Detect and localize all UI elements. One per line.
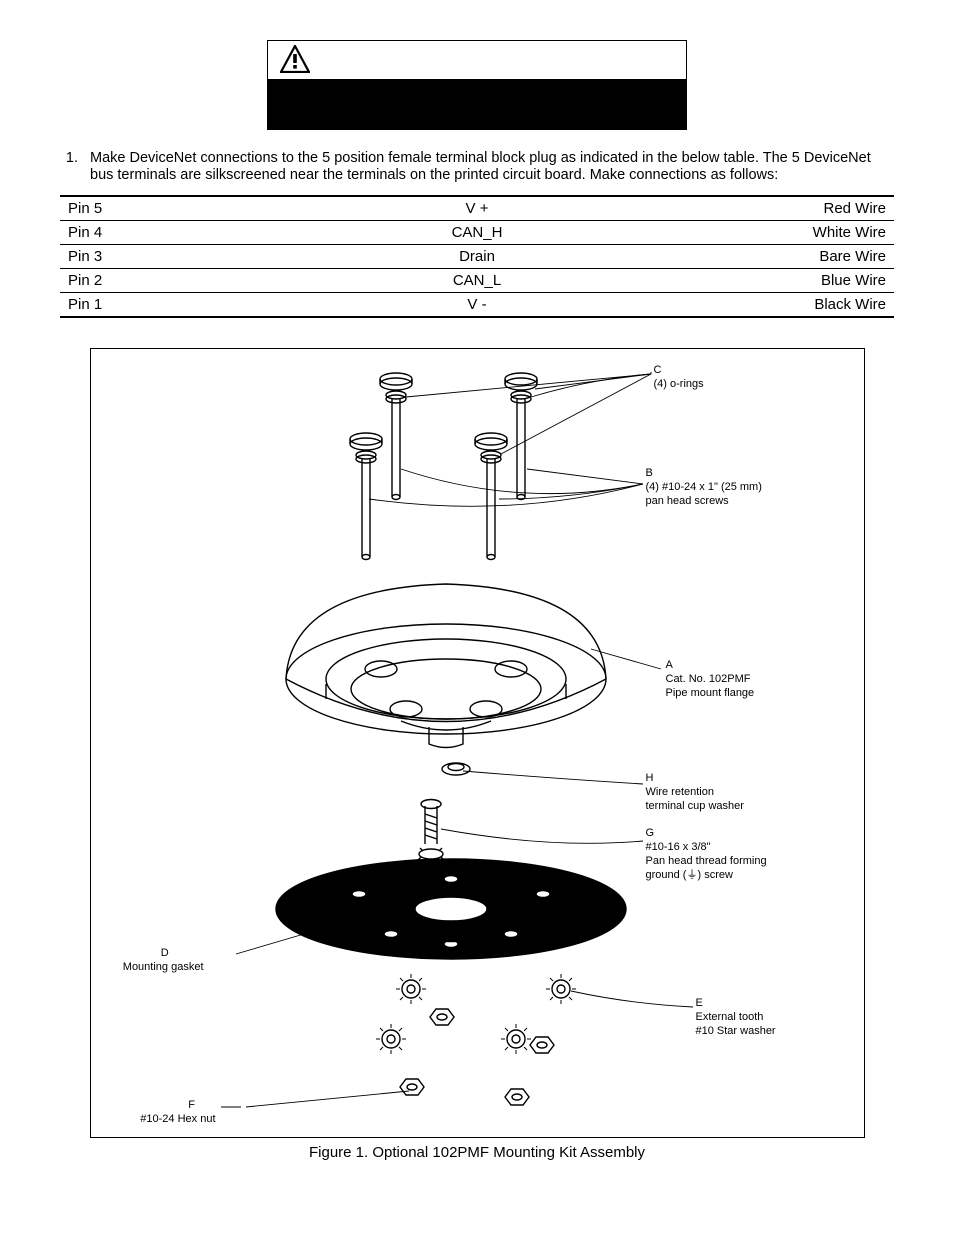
warning-body — [268, 79, 686, 129]
wire-cell: White Wire — [686, 221, 895, 245]
signal-cell: CAN_H — [269, 221, 686, 245]
callout-letter: A — [666, 659, 755, 673]
instruction-item: 1. Make DeviceNet connections to the 5 p… — [60, 150, 894, 183]
callout-text: #10-16 x 3/8" Pan head thread forming gr… — [646, 841, 767, 881]
callout-letter: C — [654, 364, 704, 378]
instruction-text: Make DeviceNet connections to the 5 posi… — [90, 150, 894, 183]
callout-letter: G — [646, 827, 767, 841]
table-row: Pin 5 V + Red Wire — [60, 196, 894, 221]
signal-cell: V - — [269, 293, 686, 318]
pin-cell: Pin 5 — [60, 196, 269, 221]
callout-text: Wire retention terminal cup washer — [646, 786, 744, 812]
wire-cell: Red Wire — [686, 196, 895, 221]
figure-frame: C (4) o-rings B (4) #10-24 x 1" (25 mm) … — [90, 348, 865, 1138]
callout-text: Mounting gasket — [123, 961, 204, 973]
wire-cell: Black Wire — [686, 293, 895, 318]
callout-text: (4) o-rings — [654, 378, 704, 390]
table-row: Pin 4 CAN_H White Wire — [60, 221, 894, 245]
callout-f: F #10-24 Hex nut — [140, 1099, 215, 1127]
pin-table-body: Pin 5 V + Red Wire Pin 4 CAN_H White Wir… — [60, 196, 894, 317]
wire-cell: Blue Wire — [686, 269, 895, 293]
callout-d: D Mounting gasket — [123, 947, 204, 975]
callout-b: B (4) #10-24 x 1" (25 mm) pan head screw… — [646, 467, 762, 508]
wire-cell: Bare Wire — [686, 245, 895, 269]
table-row: Pin 3 Drain Bare Wire — [60, 245, 894, 269]
callout-a: A Cat. No. 102PMF Pipe mount flange — [666, 659, 755, 700]
callout-letter: H — [646, 772, 744, 786]
callout-text: Cat. No. 102PMF Pipe mount flange — [666, 673, 755, 699]
callout-c: C (4) o-rings — [654, 364, 704, 392]
table-row: Pin 1 V - Black Wire — [60, 293, 894, 318]
pin-table: Pin 5 V + Red Wire Pin 4 CAN_H White Wir… — [60, 195, 894, 318]
callout-e: E External tooth #10 Star washer — [696, 997, 776, 1038]
callout-text: External tooth #10 Star washer — [696, 1011, 776, 1037]
signal-cell: V + — [269, 196, 686, 221]
signal-cell: Drain — [269, 245, 686, 269]
callout-letter: D — [161, 947, 204, 961]
figure-caption: Figure 1. Optional 102PMF Mounting Kit A… — [60, 1144, 894, 1161]
pin-cell: Pin 2 — [60, 269, 269, 293]
callout-g: G #10-16 x 3/8" Pan head thread forming … — [646, 827, 767, 882]
pin-cell: Pin 1 — [60, 293, 269, 318]
warning-box — [267, 40, 687, 130]
warning-triangle-icon — [280, 45, 310, 73]
callout-text: #10-24 Hex nut — [140, 1113, 215, 1125]
pin-cell: Pin 4 — [60, 221, 269, 245]
table-row: Pin 2 CAN_L Blue Wire — [60, 269, 894, 293]
warning-header — [268, 41, 686, 79]
signal-cell: CAN_L — [269, 269, 686, 293]
instruction-number: 1. — [60, 150, 78, 183]
pin-cell: Pin 3 — [60, 245, 269, 269]
callout-letter: F — [188, 1099, 215, 1113]
callout-letter: E — [696, 997, 776, 1011]
callout-letter: B — [646, 467, 762, 481]
callout-h: H Wire retention terminal cup washer — [646, 772, 744, 813]
callout-text: (4) #10-24 x 1" (25 mm) pan head screws — [646, 481, 762, 507]
